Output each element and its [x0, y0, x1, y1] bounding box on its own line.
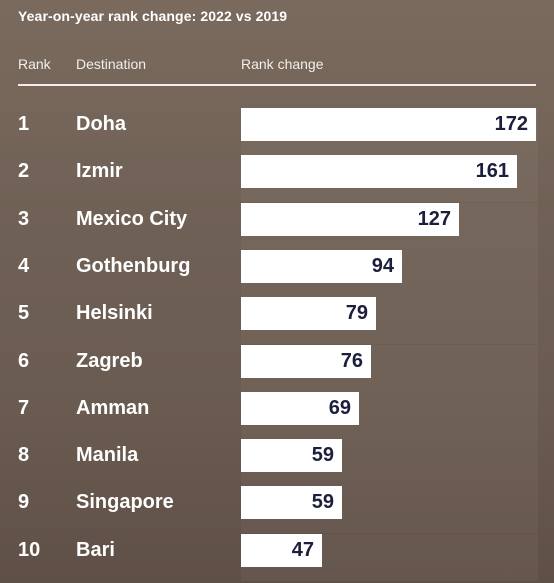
bar	[241, 203, 459, 236]
header-destination: Destination	[76, 56, 147, 72]
table-row: 7 Amman 69	[0, 392, 554, 439]
value-label: 59	[311, 491, 334, 513]
table-row: 5 Helsinki 79	[0, 297, 554, 344]
bar	[241, 486, 342, 519]
destination-label: Doha	[76, 113, 126, 135]
header-divider	[18, 84, 536, 86]
table-row: 4 Gothenburg 94	[0, 250, 554, 297]
destination-label: Helsinki	[76, 302, 153, 324]
value-label: 59	[311, 444, 334, 466]
destination-label: Mexico City	[76, 208, 188, 230]
bar	[241, 345, 371, 378]
value-label: 79	[345, 302, 368, 324]
value-label: 76	[340, 350, 363, 372]
bar	[241, 155, 517, 188]
value-label: 94	[371, 255, 394, 277]
table-row: 8 Manila 59	[0, 439, 554, 486]
header-rank: Rank	[18, 56, 51, 72]
rank-label: 3	[18, 208, 30, 230]
destination-label: Singapore	[76, 491, 174, 513]
rank-label: 5	[18, 302, 30, 324]
destination-label: Zagreb	[76, 350, 143, 372]
rank-label: 1	[18, 113, 30, 135]
table-row: 1 Doha 172	[0, 108, 554, 155]
destination-label: Bari	[76, 539, 115, 561]
destination-label: Amman	[76, 397, 150, 419]
table-row: 6 Zagreb 76	[0, 345, 554, 392]
rank-label: 7	[18, 397, 30, 419]
bar	[241, 439, 342, 472]
bar	[241, 534, 322, 567]
destination-label: Gothenburg	[76, 255, 191, 277]
value-label: 47	[291, 539, 314, 561]
rank-label: 8	[18, 444, 30, 466]
value-label: 127	[417, 208, 451, 230]
destination-label: Manila	[76, 444, 139, 466]
rank-label: 4	[18, 255, 30, 277]
table-row: 10 Bari 47	[0, 534, 554, 581]
bar	[241, 392, 359, 425]
bar	[241, 108, 536, 141]
rank-label: 10	[18, 539, 41, 561]
rank-label: 2	[18, 160, 30, 182]
bar	[241, 250, 402, 283]
table-row: 3 Mexico City 127	[0, 203, 554, 250]
bar	[241, 297, 376, 330]
table-row: 2 Izmir 161	[0, 155, 554, 202]
chart-title: Year-on-year rank change: 2022 vs 2019	[18, 8, 288, 24]
destination-label: Izmir	[76, 160, 123, 182]
value-label: 69	[328, 397, 351, 419]
header-rank-change: Rank change	[241, 56, 324, 72]
value-label: 172	[494, 113, 528, 135]
rank-label: 6	[18, 350, 30, 372]
table-row: 9 Singapore 59	[0, 486, 554, 533]
rank-label: 9	[18, 491, 30, 513]
value-label: 161	[475, 160, 509, 182]
